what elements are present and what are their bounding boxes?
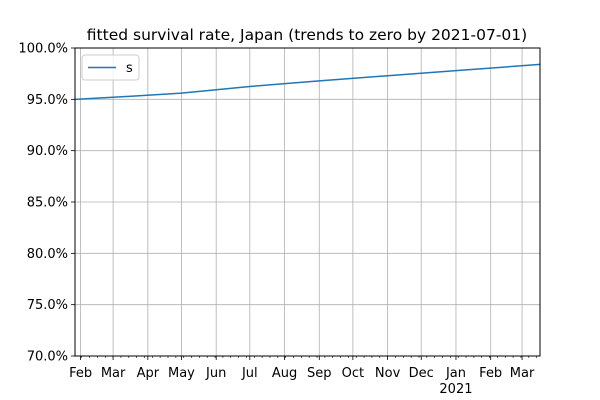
legend: s <box>81 54 140 81</box>
series-layer <box>74 63 541 101</box>
x-tick-label: Jan <box>445 366 466 381</box>
x-tick-label: Sep <box>307 366 332 381</box>
x-tick-label: Feb <box>479 366 502 381</box>
x-tick-label: Dec <box>409 366 434 381</box>
y-tick-label: 100.0% <box>18 42 68 57</box>
x-tick-label: Oct <box>342 366 364 381</box>
y-tick-label: 90.0% <box>27 144 68 159</box>
x-tick-label: Feb <box>69 366 92 381</box>
y-tick-label: 85.0% <box>27 196 68 211</box>
y-tick-label: 70.0% <box>27 350 68 365</box>
chart-title: fitted survival rate, Japan (trends to z… <box>87 26 527 44</box>
x-tick-label: Apr <box>137 366 160 381</box>
x-tick-label: Mar <box>101 366 126 381</box>
x-tick-label: May <box>168 366 195 381</box>
x-tick-label: Aug <box>272 366 297 381</box>
y-tick-label: 75.0% <box>27 298 68 313</box>
x-tick-year-label: 2021 <box>439 382 472 397</box>
series-line-s <box>74 63 541 101</box>
x-tick-label: Nov <box>375 366 401 381</box>
ticks: 70.0% 75.0% 80.0% 85.0% 90.0% 95.0% 100.0% Feb M… <box>18 42 537 397</box>
legend-label: s <box>126 61 133 76</box>
y-tick-label: 95.0% <box>27 93 68 108</box>
y-tick-label: 80.0% <box>27 247 68 262</box>
x-tick-label: Jun <box>205 366 226 381</box>
x-tick-label: Mar <box>510 366 535 381</box>
x-tick-label: Jul <box>241 366 258 381</box>
